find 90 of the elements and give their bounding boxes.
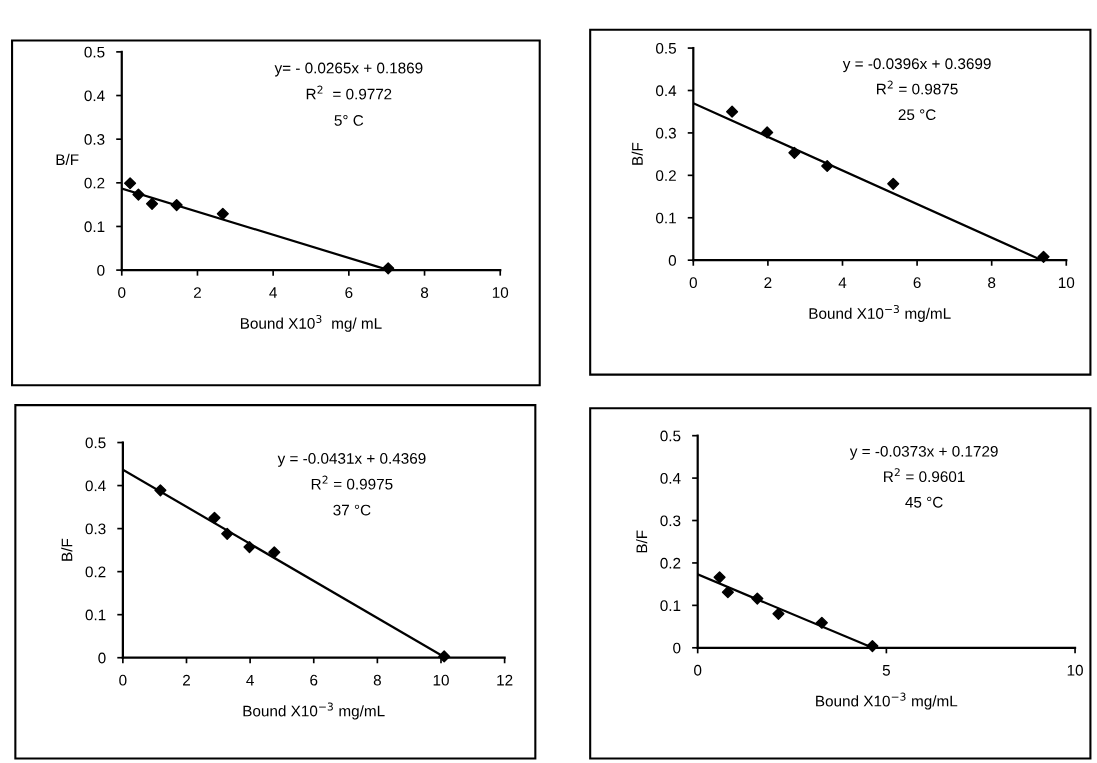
x-tick-label: 8 (420, 287, 429, 298)
y-tick-label: 0.2 (85, 566, 106, 578)
point (788, 146, 801, 159)
annotation: R$^{2}$ = 0.9601 (884, 468, 965, 483)
x-axis-title: Bound X10$^{−3}$ mg/mL (816, 692, 958, 710)
point (154, 484, 167, 497)
point (887, 177, 900, 190)
y-tick-label: 0.1 (84, 221, 105, 233)
y-tick-label: 0.4 (85, 480, 106, 492)
y-tick-label: 0 (98, 652, 106, 664)
point (726, 105, 739, 118)
y-tick-label: 0.5 (84, 46, 105, 58)
x-tick-label: 8 (988, 277, 996, 289)
y-tick-label: 0.5 (656, 42, 676, 54)
y-tick-label: 0.2 (660, 557, 681, 569)
annotation: 25 °C (898, 109, 936, 121)
annotation: y = -0.0396x + 0.3699 (842, 58, 991, 73)
annotation: 5° C (334, 115, 364, 126)
point (866, 640, 879, 653)
point (821, 159, 834, 173)
point (751, 592, 764, 605)
point (243, 541, 256, 554)
y-tick-label: 0.1 (656, 212, 676, 224)
y-tick-label: 0.4 (660, 472, 681, 484)
y-tick-label: 0.1 (660, 600, 681, 612)
x-tick-label: 2 (183, 674, 190, 686)
annotation: y= - 0.0265x + 0.1869 (274, 62, 423, 77)
x-tick-label: 4 (838, 277, 847, 288)
point (1037, 250, 1050, 263)
x-tick-label: 6 (345, 287, 353, 298)
x-axis-title: Bound X10$^{3}$ mg/ mL (240, 314, 382, 332)
y-tick-label: 0.3 (85, 523, 106, 535)
y-tick-label: 0.3 (660, 515, 681, 527)
x-tick-label: 0 (689, 277, 697, 289)
x-tick-label: 6 (913, 277, 921, 289)
y-tick-label: 0 (668, 255, 677, 266)
y-tick-label: 0.2 (656, 170, 676, 182)
point (721, 586, 734, 599)
y-tick-label: 0.4 (84, 90, 105, 102)
x-tick-label: 6 (310, 674, 318, 686)
x-tick-label: 2 (193, 287, 201, 298)
x-tick-label: 0 (118, 287, 126, 298)
point (772, 607, 785, 620)
y-tick-label: 0 (97, 264, 105, 276)
y-axis-title: B/F (636, 530, 648, 553)
x-tick-label: 8 (373, 674, 381, 686)
point (268, 546, 281, 559)
point (124, 177, 137, 190)
x-tick-label: 0 (694, 664, 702, 676)
y-tick-label: 0.3 (84, 134, 105, 145)
annotation: R$^{2}$ = 0.9975 (311, 475, 393, 490)
x-tick-label: 12 (497, 674, 513, 686)
annotation: R$^{2}$ = 0.9772 (306, 85, 392, 100)
x-tick-label: 0 (119, 674, 127, 686)
y-tick-label: 0 (673, 642, 681, 654)
point (713, 571, 726, 584)
y-axis-title: B/F (56, 153, 79, 166)
y-tick-label: 0.2 (84, 177, 105, 189)
y-axis-title: B/F (631, 142, 643, 165)
y-tick-label: 0.5 (85, 437, 106, 449)
annotation: R$^{2}$ = 0.9875 (877, 80, 958, 95)
point (170, 198, 183, 212)
y-tick-label: 0.1 (85, 609, 106, 621)
x-tick-label: 10 (1058, 277, 1075, 289)
point (208, 511, 221, 524)
x-tick-label: 10 (492, 287, 509, 298)
x-axis-title: Bound X10$^{−3}$ mg/mL (809, 304, 951, 322)
point (438, 650, 451, 663)
x-tick-label: 5 (882, 665, 890, 676)
y-tick-label: 0.5 (660, 430, 681, 442)
y-tick-label: 0.3 (656, 127, 676, 139)
point (761, 126, 774, 139)
annotation: y = -0.0431x + 0.4369 (277, 453, 426, 467)
x-tick-label: 10 (433, 674, 449, 686)
x-tick-label: 4 (246, 674, 254, 686)
y-axis-title: B/F (61, 538, 73, 561)
annotation: 37 °C (333, 504, 371, 516)
x-tick-label: 4 (269, 287, 277, 298)
point (382, 262, 395, 275)
point (132, 188, 145, 201)
x-tick-label: 2 (764, 277, 772, 288)
y-tick-label: 0.4 (656, 85, 677, 97)
point (216, 207, 229, 220)
x-tick-label: 10 (1067, 664, 1083, 676)
point (815, 616, 828, 629)
x-axis-title: Bound X10$^{−3}$ mg/mL (243, 702, 385, 720)
annotation: 45 °C (905, 496, 943, 508)
point (145, 197, 159, 210)
annotation: y = -0.0373x + 0.1729 (849, 445, 998, 460)
point (221, 527, 234, 540)
